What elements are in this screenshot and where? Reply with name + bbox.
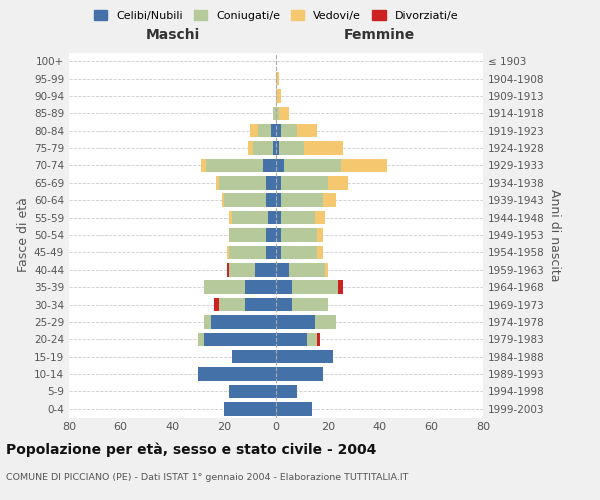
Bar: [276, 194, 281, 207]
Bar: [278, 106, 289, 120]
Bar: [229, 211, 232, 224]
Bar: [224, 194, 266, 207]
Bar: [253, 142, 274, 155]
Bar: [317, 332, 320, 346]
Bar: [276, 350, 333, 364]
Bar: [258, 124, 271, 138]
Bar: [315, 211, 325, 224]
Bar: [281, 246, 317, 259]
Bar: [281, 124, 296, 138]
Bar: [276, 228, 281, 242]
Bar: [224, 402, 276, 415]
Bar: [256, 263, 276, 276]
Text: COMUNE DI PICCIANO (PE) - Dati ISTAT 1° gennaio 2004 - Elaborazione TUTTITALIA.I: COMUNE DI PICCIANO (PE) - Dati ISTAT 1° …: [6, 472, 409, 482]
Bar: [266, 228, 276, 242]
Bar: [284, 158, 341, 172]
Bar: [276, 72, 278, 86]
Bar: [274, 106, 276, 120]
Bar: [245, 298, 276, 312]
Bar: [250, 124, 258, 138]
Bar: [276, 315, 315, 328]
Bar: [266, 194, 276, 207]
Bar: [271, 124, 276, 138]
Bar: [229, 246, 266, 259]
Bar: [276, 142, 278, 155]
Bar: [221, 194, 224, 207]
Bar: [266, 246, 276, 259]
Bar: [276, 124, 281, 138]
Bar: [292, 280, 338, 294]
Bar: [199, 368, 276, 381]
Text: Popolazione per età, sesso e stato civile - 2004: Popolazione per età, sesso e stato civil…: [6, 442, 376, 457]
Bar: [201, 158, 206, 172]
Bar: [292, 298, 328, 312]
Bar: [328, 176, 349, 190]
Bar: [276, 176, 281, 190]
Bar: [317, 228, 323, 242]
Bar: [341, 158, 387, 172]
Bar: [276, 158, 284, 172]
Bar: [276, 263, 289, 276]
Bar: [278, 142, 304, 155]
Bar: [325, 263, 328, 276]
Bar: [317, 246, 323, 259]
Bar: [276, 384, 296, 398]
Bar: [276, 332, 307, 346]
Bar: [276, 402, 312, 415]
Bar: [281, 194, 323, 207]
Y-axis label: Anni di nascita: Anni di nascita: [548, 188, 561, 281]
Bar: [219, 176, 266, 190]
Bar: [281, 228, 317, 242]
Bar: [227, 263, 229, 276]
Bar: [276, 368, 323, 381]
Y-axis label: Fasce di età: Fasce di età: [17, 198, 30, 272]
Bar: [268, 211, 276, 224]
Text: Maschi: Maschi: [145, 28, 200, 42]
Bar: [211, 315, 276, 328]
Bar: [203, 332, 276, 346]
Bar: [274, 142, 276, 155]
Bar: [276, 211, 281, 224]
Bar: [281, 176, 328, 190]
Bar: [227, 246, 229, 259]
Bar: [315, 315, 335, 328]
Bar: [266, 176, 276, 190]
Bar: [214, 298, 219, 312]
Bar: [199, 332, 203, 346]
Bar: [217, 176, 219, 190]
Bar: [203, 315, 211, 328]
Bar: [276, 298, 292, 312]
Bar: [229, 384, 276, 398]
Bar: [276, 106, 278, 120]
Bar: [203, 280, 245, 294]
Bar: [289, 263, 325, 276]
Bar: [304, 142, 343, 155]
Bar: [232, 211, 268, 224]
Bar: [263, 158, 276, 172]
Bar: [276, 89, 281, 102]
Bar: [296, 124, 317, 138]
Bar: [219, 298, 245, 312]
Bar: [248, 142, 253, 155]
Bar: [276, 280, 292, 294]
Bar: [307, 332, 317, 346]
Bar: [281, 211, 315, 224]
Bar: [338, 280, 343, 294]
Bar: [229, 228, 266, 242]
Bar: [245, 280, 276, 294]
Legend: Celibi/Nubili, Coniugati/e, Vedovi/e, Divorziati/e: Celibi/Nubili, Coniugati/e, Vedovi/e, Di…: [89, 6, 463, 25]
Bar: [232, 350, 276, 364]
Text: Femmine: Femmine: [344, 28, 415, 42]
Bar: [206, 158, 263, 172]
Bar: [276, 246, 281, 259]
Bar: [323, 194, 335, 207]
Bar: [229, 263, 256, 276]
